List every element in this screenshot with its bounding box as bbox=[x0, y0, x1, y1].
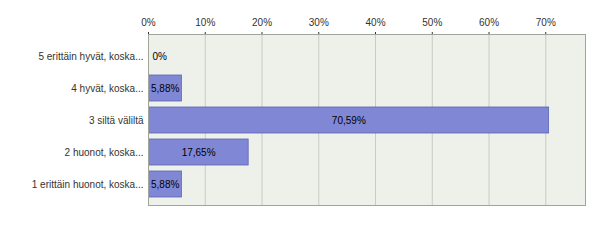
svg-text:5 erittäin hyvät, koska...: 5 erittäin hyvät, koska... bbox=[38, 51, 143, 62]
svg-text:40%: 40% bbox=[366, 17, 386, 28]
svg-text:10%: 10% bbox=[195, 17, 215, 28]
svg-text:0%: 0% bbox=[141, 17, 156, 28]
svg-text:4 hyvät, koska...: 4 hyvät, koska... bbox=[71, 83, 143, 94]
svg-text:60%: 60% bbox=[479, 17, 499, 28]
svg-text:70,59%: 70,59% bbox=[332, 115, 366, 126]
svg-text:5,88%: 5,88% bbox=[151, 83, 179, 94]
svg-text:30%: 30% bbox=[309, 17, 329, 28]
svg-text:3 siltä väliltä: 3 siltä väliltä bbox=[89, 115, 144, 126]
svg-text:17,65%: 17,65% bbox=[182, 147, 216, 158]
svg-text:2 huonot, koska...: 2 huonot, koska... bbox=[65, 147, 144, 158]
svg-text:70%: 70% bbox=[536, 17, 556, 28]
svg-text:5,88%: 5,88% bbox=[151, 179, 179, 190]
svg-text:50%: 50% bbox=[422, 17, 442, 28]
svg-text:0%: 0% bbox=[153, 51, 168, 62]
svg-text:1 erittäin huonot, koska...: 1 erittäin huonot, koska... bbox=[32, 179, 144, 190]
svg-text:20%: 20% bbox=[252, 17, 272, 28]
